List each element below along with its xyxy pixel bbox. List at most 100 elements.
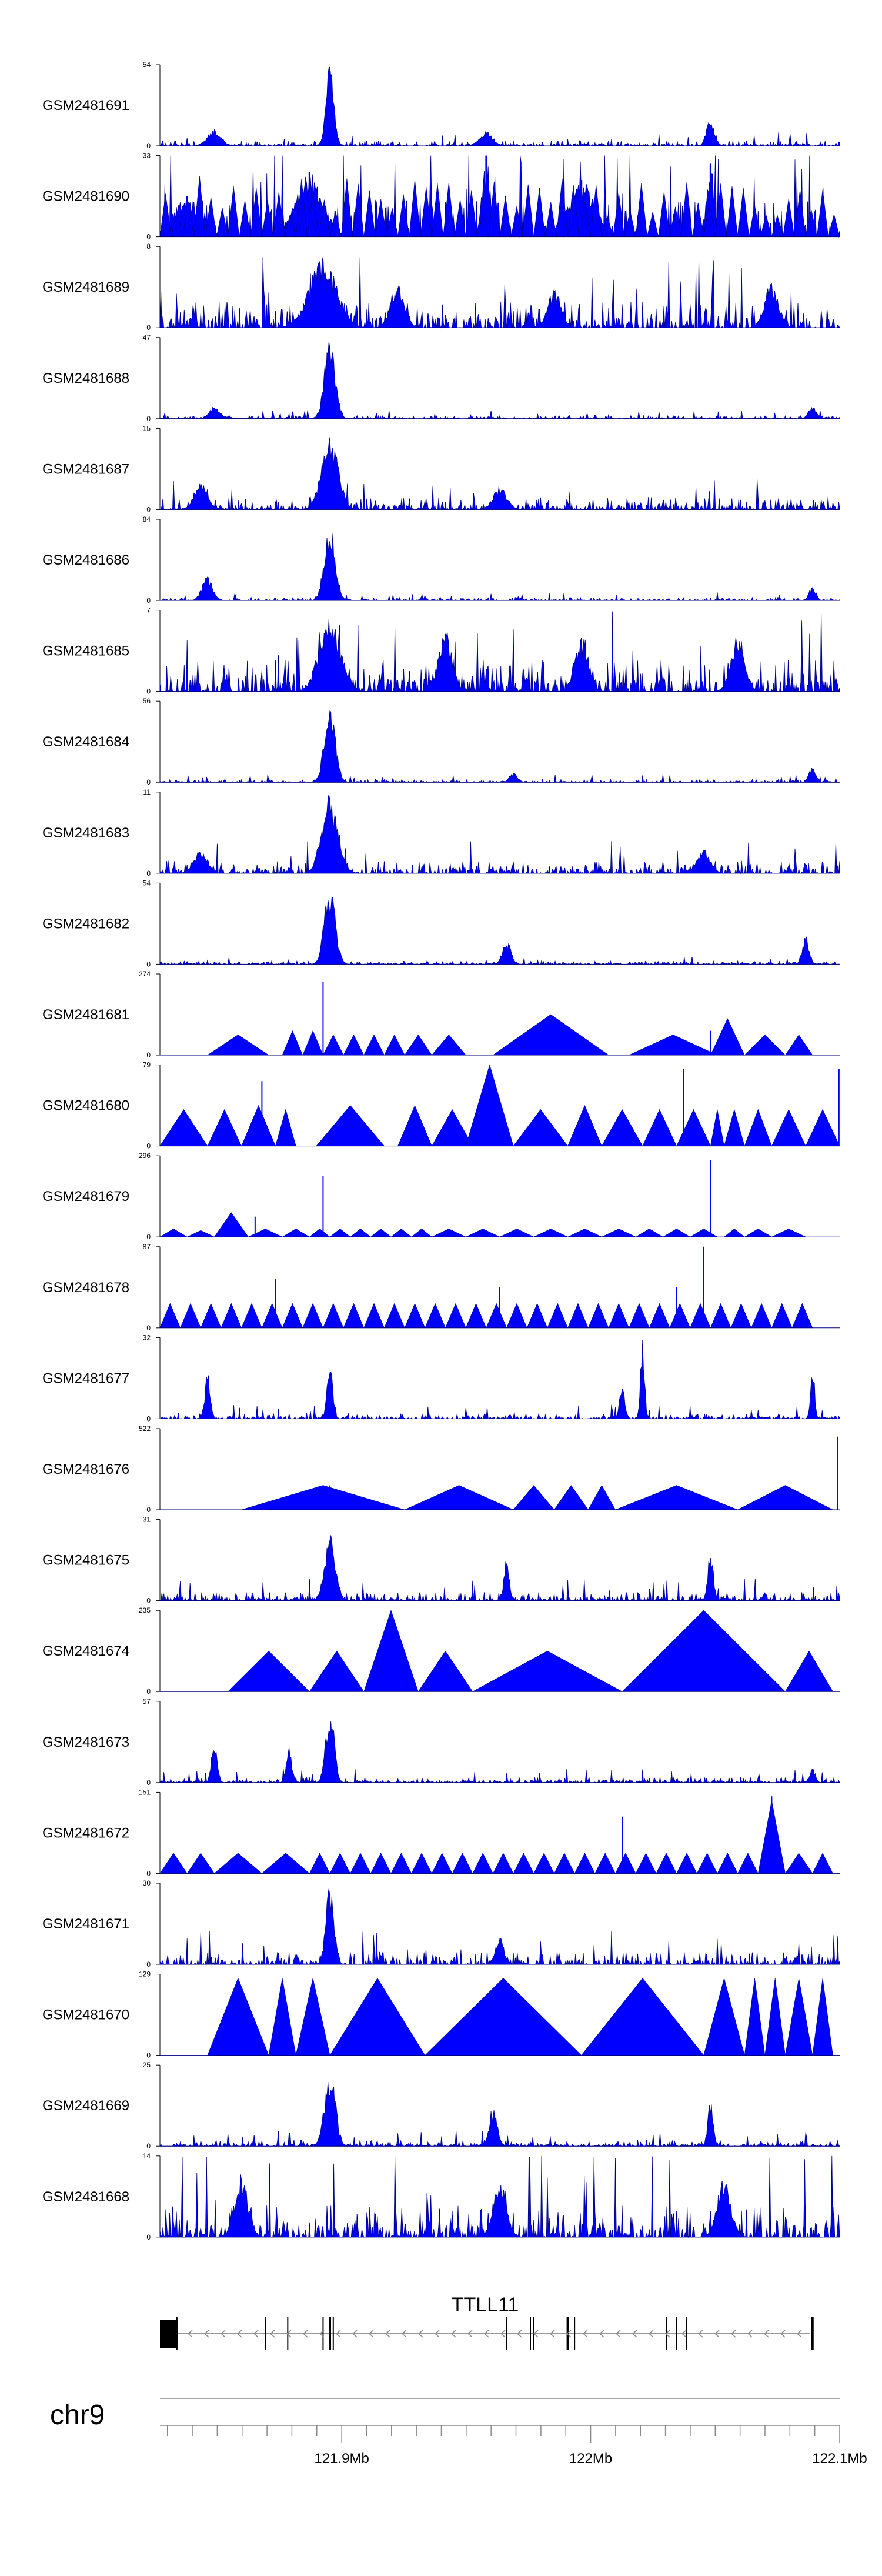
strand-chevron <box>796 2330 802 2338</box>
x-tick-label: 122.1Mb <box>812 2451 867 2467</box>
gene-utr-block <box>160 2320 178 2348</box>
coverage-segment <box>187 1230 215 1237</box>
coverage-segment <box>432 1229 466 1237</box>
coverage-area <box>159 1721 840 1784</box>
strand-chevron <box>220 2330 226 2338</box>
strand-chevron <box>450 2330 456 2338</box>
coverage-segment <box>492 1853 514 1874</box>
coverage-segment <box>241 1485 405 1510</box>
coverage-segment <box>302 1303 323 1329</box>
track-GSM2481680: GSM2481680 79 0 <box>42 1061 840 1150</box>
coverage-segment <box>817 189 829 237</box>
coverage-segment <box>370 1853 392 1874</box>
y-tick-label-min: 0 <box>146 596 151 605</box>
coverage-segment <box>737 1485 833 1510</box>
coverage-segment <box>207 1977 269 2056</box>
y-tick-label-min: 0 <box>146 1778 151 1787</box>
strand-chevron <box>467 2330 473 2338</box>
y-tick-label-max: 56 <box>143 697 151 705</box>
track-label: GSM2481672 <box>42 1825 129 1841</box>
coverage-segment <box>692 202 704 237</box>
coverage-segment <box>384 1303 405 1329</box>
gene-model <box>160 2317 814 2350</box>
y-tick-label-max: 30 <box>143 1879 151 1887</box>
coverage-segment <box>370 1229 392 1237</box>
coverage-segment <box>227 1650 310 1692</box>
coverage-segment <box>411 1853 432 1874</box>
track-GSM2481687: GSM2481687 15 0 <box>42 424 840 513</box>
track-label: GSM2481686 <box>42 552 129 568</box>
coverage-segment <box>622 1610 786 1692</box>
track-GSM2481681: GSM2481681 274 0 <box>42 970 840 1059</box>
coverage-segment <box>812 1978 833 2056</box>
strand-chevron <box>780 2330 786 2338</box>
coverage-area <box>160 1535 840 1602</box>
y-tick-label-max: 87 <box>143 1243 151 1251</box>
coverage-segment <box>513 1109 569 1146</box>
coverage-segment <box>771 1229 806 1237</box>
y-tick-label-min: 0 <box>146 233 151 241</box>
track-label: GSM2481676 <box>42 1461 129 1477</box>
coverage-segment <box>404 1034 432 1056</box>
coverage-segment <box>443 182 455 237</box>
x-tick-label: 122Mb <box>569 2451 612 2467</box>
coverage-segment <box>404 1303 426 1329</box>
y-tick-label-max: 79 <box>143 1061 151 1069</box>
coverage-segment <box>282 1303 303 1329</box>
y-tick-label-min: 0 <box>146 1051 151 1059</box>
track-label: GSM2481688 <box>42 371 129 386</box>
coverage-segment <box>744 1035 786 1056</box>
track-GSM2481672: GSM2481672 151 0 <box>42 1788 840 1877</box>
genome-axis: 121.9Mb 122Mb 122.1Mb <box>160 2398 867 2467</box>
coverage-segment <box>329 1853 351 1874</box>
y-tick-label-max: 522 <box>139 1424 151 1433</box>
y-tick-label-min: 0 <box>146 1506 151 1514</box>
coverage-segment <box>295 1978 330 2056</box>
coverage-segment <box>771 1109 806 1146</box>
strand-chevron <box>236 2330 242 2338</box>
coverage-area <box>160 1340 840 1420</box>
track-label: GSM2481684 <box>42 734 129 750</box>
coverage-segment <box>771 1303 793 1329</box>
coverage-segment <box>642 1109 677 1146</box>
coverage-segment <box>783 198 795 237</box>
coverage-segment <box>710 1018 745 1056</box>
coverage-area <box>159 611 840 693</box>
coverage-segment <box>710 1109 724 1146</box>
genome-axis-panel: chr9 121.9Mb 122Mb 122.1Mb <box>50 2398 867 2467</box>
strand-chevron <box>730 2330 736 2338</box>
strand-chevron <box>714 2330 720 2338</box>
coverage-segment <box>216 208 228 237</box>
track-GSM2481675: GSM2481675 31 0 <box>42 1516 840 1605</box>
track-GSM2481685: GSM2481685 7 0 <box>42 606 840 696</box>
coverage-segment <box>615 1853 636 1874</box>
strand-chevron <box>763 2330 769 2338</box>
coverage-segment <box>690 1303 711 1329</box>
strand-chevron <box>664 2330 670 2338</box>
strand-chevron <box>401 2330 407 2338</box>
coverage-segment <box>751 1303 772 1329</box>
coverage-segment <box>275 1109 296 1146</box>
track-GSM2481676: GSM2481676 522 0 <box>42 1424 840 1514</box>
track-label: GSM2481673 <box>42 1734 129 1750</box>
track-label: GSM2481690 <box>42 189 129 205</box>
track-label: GSM2481668 <box>42 2189 129 2205</box>
coverage-segment <box>499 195 512 237</box>
y-tick-label-max: 235 <box>139 1606 151 1614</box>
coverage-segment <box>472 1650 623 1692</box>
y-tick-label-max: 31 <box>143 1516 151 1524</box>
coverage-segment <box>567 1229 602 1237</box>
strand-chevron <box>516 2330 522 2338</box>
coverage-segment <box>200 1303 222 1329</box>
gene-annotation-panel: TTLL11 <box>160 2294 814 2350</box>
coverage-segment <box>309 1650 365 1692</box>
coverage-segment <box>635 183 647 237</box>
strand-chevron <box>483 2330 489 2338</box>
track-GSM2481682: GSM2481682 54 0 <box>42 879 840 968</box>
coverage-segment <box>309 1853 330 1874</box>
track-GSM2481691: GSM2481691 54 0 <box>42 61 840 150</box>
coverage-segment <box>425 1978 582 2056</box>
coverage-segment <box>159 1109 208 1146</box>
coverage-segment <box>726 186 738 237</box>
